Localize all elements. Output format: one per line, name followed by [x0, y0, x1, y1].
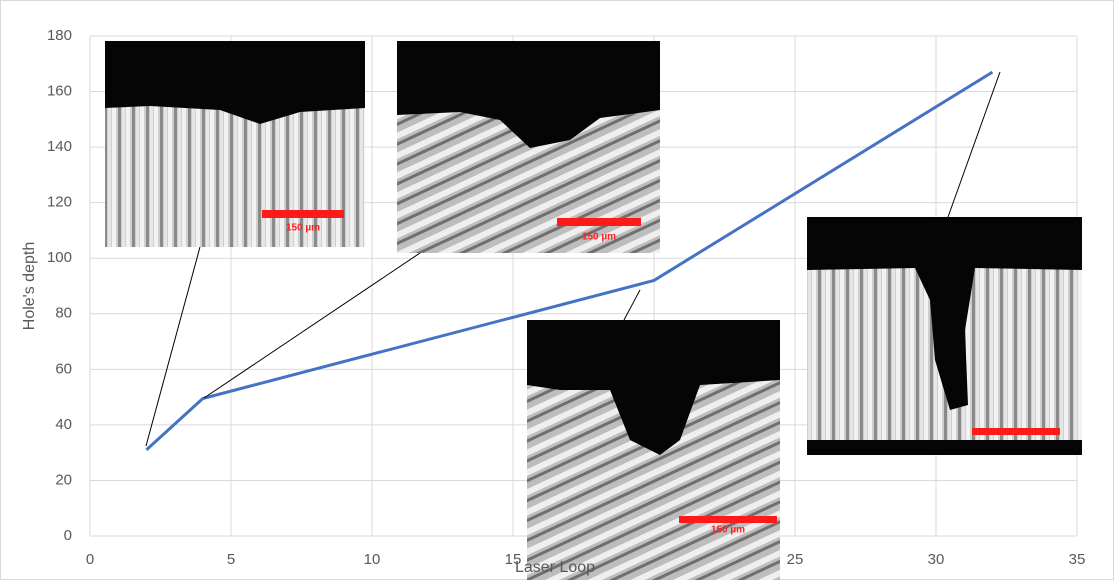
y-tick-label: 0 [64, 527, 72, 544]
y-tick-label: 40 [55, 416, 72, 433]
y-tick-label: 120 [47, 194, 72, 211]
x-tick-label: 5 [227, 551, 235, 568]
scale-label: 150 µm [711, 525, 745, 536]
inset-image: 150 µm [105, 41, 365, 247]
y-tick-label: 60 [55, 360, 72, 377]
inset-image: 150 µm [527, 320, 780, 580]
scale-label: 150 µm [582, 232, 616, 243]
x-tick-label: 10 [364, 551, 381, 568]
x-tick-label: 30 [928, 551, 945, 568]
y-tick-label: 160 [47, 83, 72, 100]
scale-label: 150 µm [286, 223, 320, 234]
y-axis-title: Hole's depth [21, 242, 38, 330]
inset-image [807, 217, 1082, 455]
x-axis-title: Laser Loop [515, 559, 595, 576]
y-tick-label: 20 [55, 471, 72, 488]
x-tick-label: 35 [1069, 551, 1086, 568]
x-tick-label: 0 [86, 551, 94, 568]
y-tick-label: 80 [55, 305, 72, 322]
chart: 02040608010012014016018005101520253035 1… [0, 0, 1114, 580]
inset-image: 150 µm [397, 41, 660, 253]
y-tick-label: 180 [47, 27, 72, 44]
y-tick-label: 100 [47, 249, 72, 266]
y-tick-label: 140 [47, 138, 72, 155]
x-tick-label: 25 [787, 551, 804, 568]
